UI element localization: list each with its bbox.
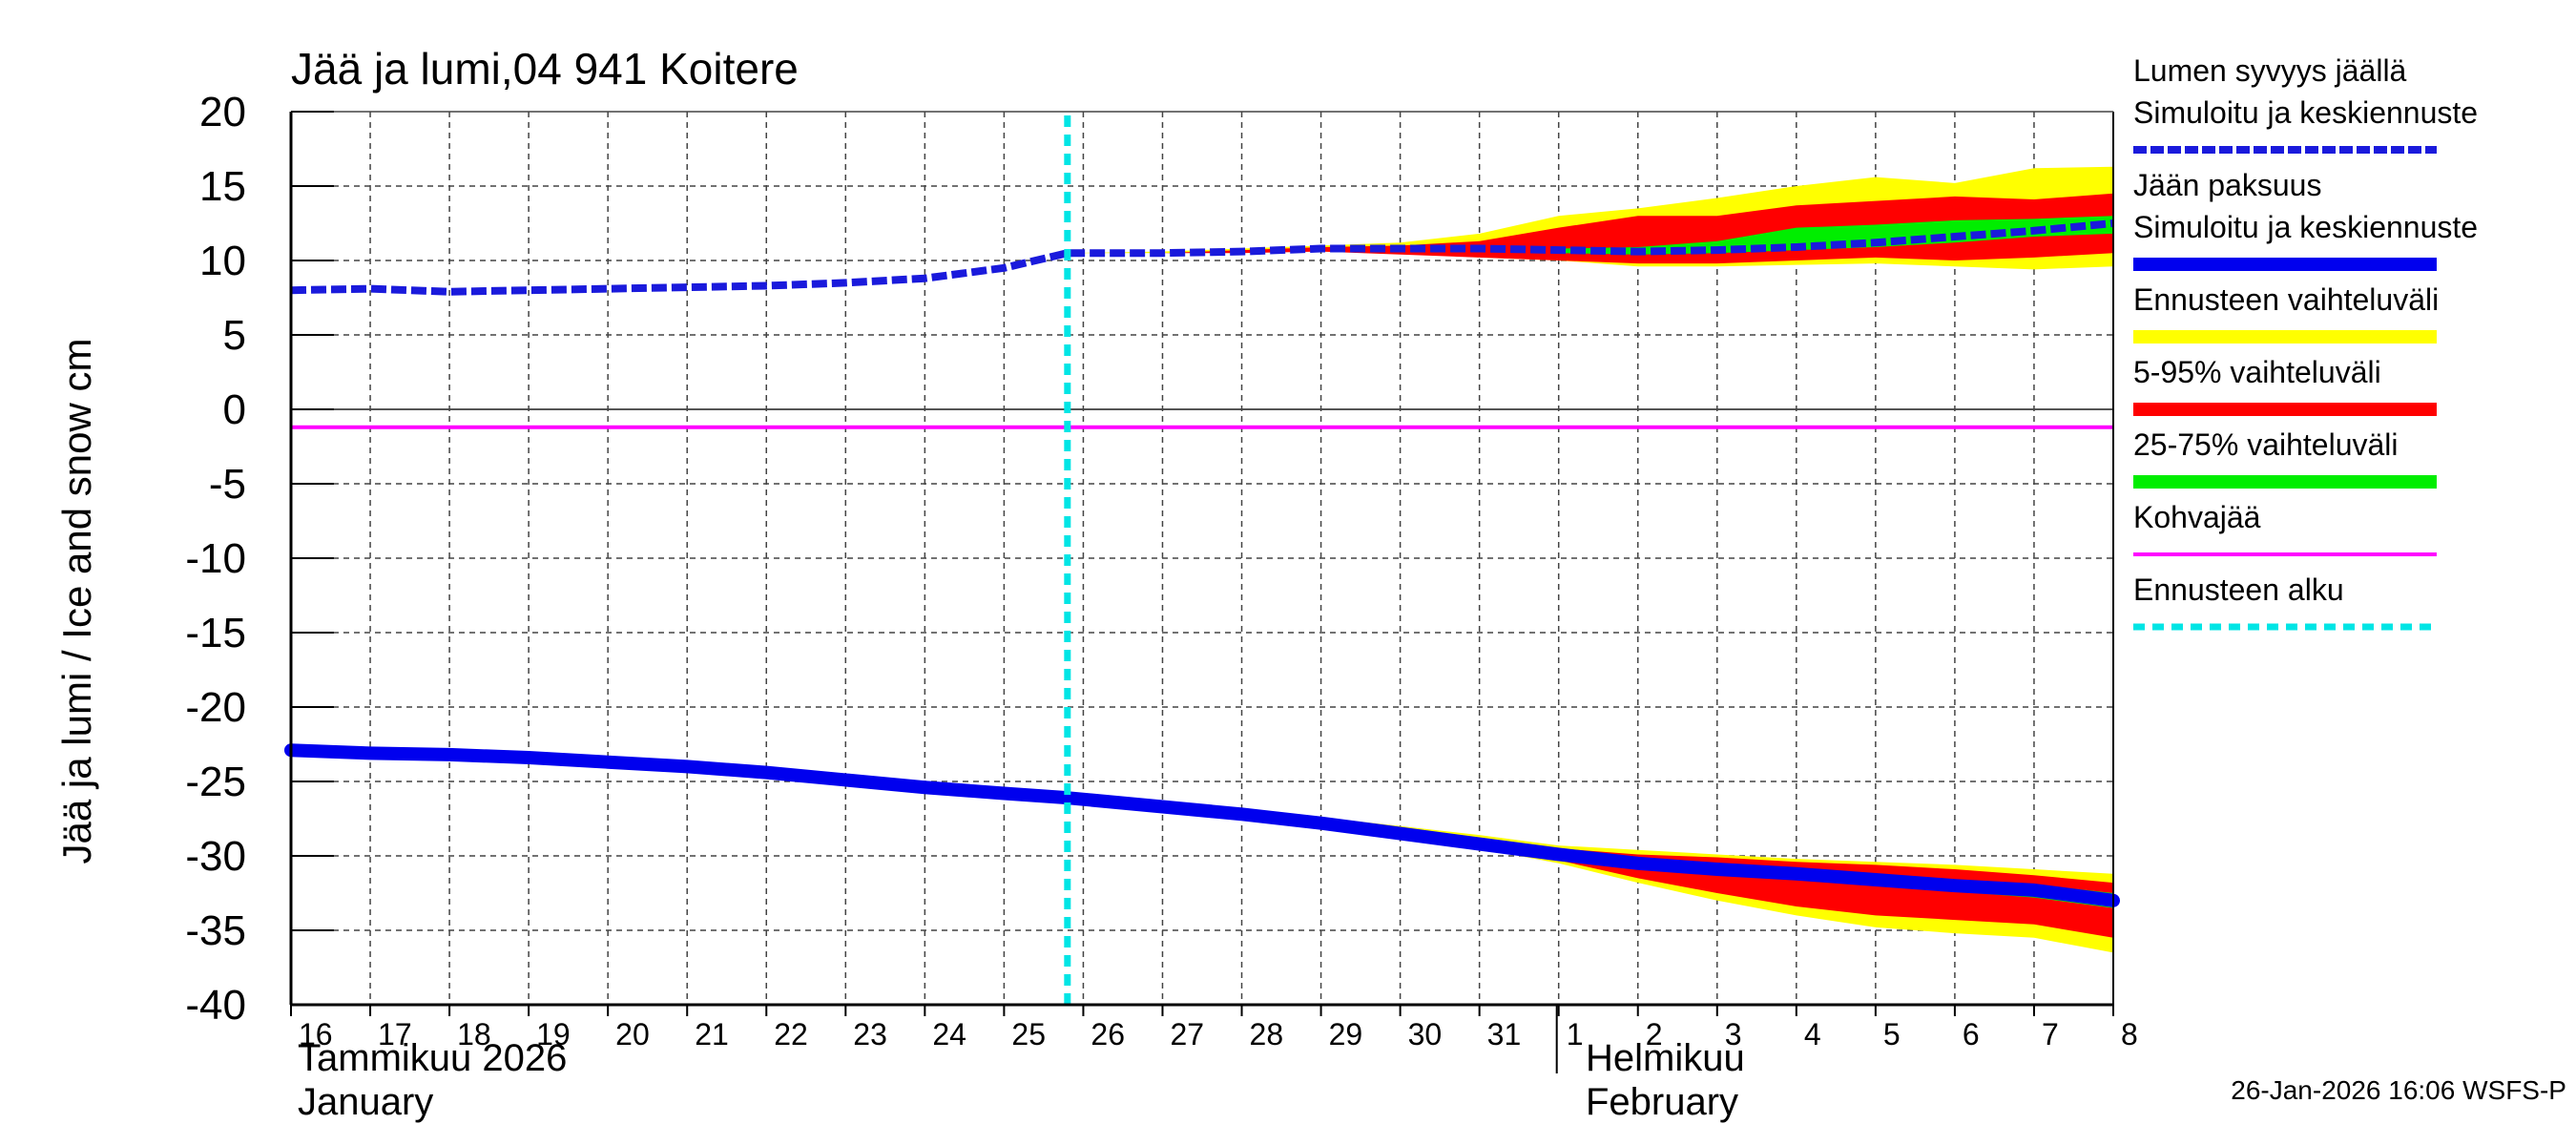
y-tick-label: -30 (185, 833, 246, 880)
legend-label: 5-95% vaihteluväli (2133, 355, 2381, 389)
month-label-february-fi: Helmikuu (1586, 1037, 1745, 1079)
x-tick-labels: 16 17 18 19 20 21 22 23 24 25 26 27 28 29 30 31 1 2 3 4 5 6 7 8 (299, 1017, 2138, 1051)
y-tick-label: 5 (223, 312, 246, 359)
y-tick-label: -40 (185, 982, 246, 1029)
x-tick-label: 4 (1804, 1017, 1821, 1051)
x-tick-label: 3 (1725, 1017, 1742, 1051)
month-label-february-en: February (1586, 1081, 1738, 1123)
x-tick-label: 28 (1250, 1017, 1284, 1051)
y-tick-label: 0 (223, 386, 246, 433)
y-tick-label: -5 (209, 461, 246, 508)
chart-title: Jää ja lumi,04 941 Koitere (291, 44, 799, 94)
legend-sublabel: Simuloitu ja keskiennuste (2133, 210, 2478, 244)
ice-thickness-line (284, 743, 2120, 907)
y-tick-label: 15 (199, 163, 246, 210)
legend-label: 25-75% vaihteluväli (2133, 427, 2399, 462)
month-label-january-en: January (298, 1081, 433, 1123)
x-tick-label: 16 (299, 1017, 333, 1051)
x-tick-label: 27 (1170, 1017, 1204, 1051)
x-tick-label: 23 (853, 1017, 887, 1051)
x-tick-label: 19 (536, 1017, 571, 1051)
month-label-january-fi: Tammikuu 2026 (298, 1037, 567, 1079)
legend-label: Ennusteen alku (2133, 572, 2344, 607)
y-tick-label: -20 (185, 684, 246, 731)
x-tick-label: 1 (1567, 1017, 1584, 1051)
x-tick-label: 17 (378, 1017, 412, 1051)
band-ice-1 (1067, 798, 2113, 938)
plot-frame (289, 111, 2114, 1073)
x-tick-label: 20 (615, 1017, 650, 1051)
footer-timestamp: 26-Jan-2026 16:06 WSFS-P (2231, 1075, 2566, 1105)
x-tick-label: 6 (1963, 1017, 1980, 1051)
series-lines (284, 115, 2120, 1005)
y-tick-label: 10 (199, 238, 246, 284)
y-tick-label: -35 (185, 907, 246, 954)
legend-label: Jään paksuus (2133, 168, 2321, 202)
y-axis-label: Jää ja lumi / Ice and snow cm (54, 339, 99, 864)
snow-depth-line (290, 219, 2114, 296)
x-tick-label: 31 (1487, 1017, 1522, 1051)
y-tick-label: -25 (185, 759, 246, 805)
x-tick-label: 30 (1408, 1017, 1443, 1051)
x-tick-label: 7 (2042, 1017, 2059, 1051)
band-snow-2 (1558, 216, 2113, 255)
legend: Lumen syvyys jäällä Simuloitu ja keskienn… (2133, 53, 2478, 631)
x-tick-label: 2 (1646, 1017, 1663, 1051)
x-tick-label: 21 (695, 1017, 729, 1051)
legend-label: Ennusteen vaihteluväli (2133, 282, 2439, 317)
y-tick-label: -10 (185, 535, 246, 582)
x-tick-label: 29 (1329, 1017, 1363, 1051)
x-tick-label: 5 (1883, 1017, 1901, 1051)
legend-label: Lumen syvyys jäällä (2133, 53, 2407, 88)
legend-label: Kohvajää (2133, 500, 2261, 534)
x-tick-label: 8 (2121, 1017, 2138, 1051)
x-tick-label: 24 (932, 1017, 966, 1051)
y-tick-labels: 20 15 10 5 0 -5 -10 -15 -20 -25 -30 -35 -40 (185, 89, 246, 1029)
x-tick-label: 25 (1011, 1017, 1046, 1051)
y-tick-label: 20 (199, 89, 246, 135)
legend-sublabel: Simuloitu ja keskiennuste (2133, 95, 2478, 130)
x-tick-label: 22 (774, 1017, 808, 1051)
x-tick-label: 18 (457, 1017, 491, 1051)
y-tick-label: -15 (185, 610, 246, 656)
band-ice-0 (1067, 798, 2113, 953)
x-tick-label: 26 (1091, 1017, 1125, 1051)
